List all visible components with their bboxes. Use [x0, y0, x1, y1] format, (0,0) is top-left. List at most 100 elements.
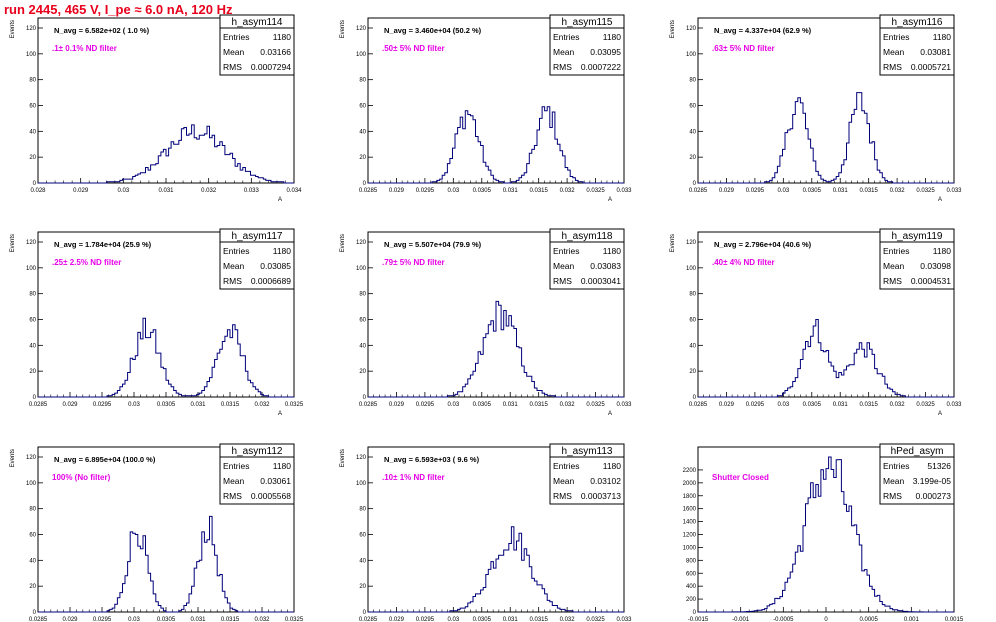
x-tick-label: 0.0325	[285, 402, 304, 408]
x-tick-label: 0.0305	[803, 402, 822, 408]
y-tick-label: 60	[359, 104, 366, 110]
x-tick-label: 0.0315	[529, 617, 548, 622]
x-tick-label: 0.033	[946, 188, 962, 194]
histogram-panel-h_asym114: 0.028 0.029 0.03 0.031 0.032 0.033 0.034 0 20 40 6…	[10, 14, 302, 203]
stats-key-entries: Entries	[553, 32, 579, 42]
stats-key-mean: Mean	[553, 476, 575, 486]
navg-label: N_avg = 6.593e+03 ( 9.6 %)	[384, 455, 480, 464]
y-tick-label: 40	[359, 558, 366, 564]
x-tick-label: 0.0295	[746, 188, 765, 194]
x-axis-title: A	[608, 411, 612, 417]
filter-label: .10± 1% ND filter	[382, 473, 445, 482]
x-tick-label: 0.0285	[29, 617, 48, 622]
x-tick-label: 0.0005	[859, 617, 878, 622]
stats-value-rms: 0.0003041	[581, 276, 621, 286]
y-tick-label: 120	[686, 240, 697, 246]
stats-title: h_asym114	[232, 17, 283, 28]
x-tick-label: 0.029	[389, 402, 405, 408]
y-tick-label: 120	[686, 26, 697, 32]
x-tick-label: 0.0315	[859, 188, 878, 194]
y-tick-label: 0	[33, 395, 37, 401]
histogram-panel-h_asym119: 0.0285 0.029 0.0295 0.03 0.0305 0.031 0.0315 0.…	[670, 228, 962, 417]
y-tick-label: 0	[363, 610, 367, 616]
filter-label: Shutter Closed	[712, 473, 769, 482]
stats-key-entries: Entries	[883, 461, 909, 471]
x-tick-label: 0.0325	[586, 402, 605, 408]
stats-key-entries: Entries	[223, 32, 249, 42]
stats-value-rms: 0.0003713	[581, 491, 621, 501]
histogram-series	[38, 317, 294, 398]
x-tick-label: 0.032	[254, 617, 270, 622]
y-tick-label: 1200	[683, 533, 697, 539]
stats-title: h_asym117	[232, 231, 283, 242]
stats-key-mean: Mean	[883, 47, 905, 57]
stats-title: hPed_asym	[891, 446, 944, 457]
stats-value-mean: 0.03166	[260, 47, 291, 57]
stats-key-rms: RMS	[223, 62, 242, 72]
stats-value-entries: 1180	[273, 461, 292, 471]
stats-title: h_asym112	[232, 446, 283, 457]
y-tick-label: 80	[689, 78, 696, 84]
stats-value-entries: 1180	[273, 246, 292, 256]
y-tick-label: 100	[26, 266, 37, 272]
y-axis-title: Events	[340, 20, 346, 38]
navg-label: N_avg = 3.460e+04 (50.2 %)	[384, 26, 482, 35]
x-tick-label: 0.032	[890, 188, 906, 194]
x-tick-label: 0.031	[503, 402, 519, 408]
stats-value-mean: 3.199e-05	[913, 476, 952, 486]
y-tick-label: 20	[359, 369, 366, 375]
x-tick-label: 0.034	[286, 188, 302, 194]
navg-label: N_avg = 4.337e+04 (62.9 %)	[714, 26, 812, 35]
navg-label: N_avg = 6.582e+02 ( 1.0 %)	[54, 26, 150, 35]
x-axis-title: A	[938, 411, 942, 417]
stats-value-entries: 1180	[933, 32, 952, 42]
x-tick-label: 0.0295	[416, 188, 435, 194]
y-tick-label: 80	[359, 78, 366, 84]
histogram-panel-h_asym115: 0.0285 0.029 0.0295 0.03 0.0305 0.031 0.0315 0.…	[340, 14, 632, 203]
x-tick-label: 0.0285	[359, 402, 378, 408]
x-tick-label: -0.001	[732, 617, 750, 622]
y-tick-label: 120	[356, 240, 367, 246]
stats-key-entries: Entries	[223, 461, 249, 471]
stats-key-entries: Entries	[553, 246, 579, 256]
x-axis-title: A	[608, 197, 612, 203]
stats-key-rms: RMS	[553, 62, 572, 72]
y-tick-label: 40	[359, 129, 366, 135]
x-tick-label: 0.0285	[689, 402, 708, 408]
stats-value-rms: 0.0005568	[251, 491, 291, 501]
y-axis-title: Events	[340, 234, 346, 252]
histogram-panel-h_asym113: 0.0285 0.029 0.0295 0.03 0.0305 0.031 0.0315 0.…	[340, 443, 632, 622]
y-tick-label: 120	[356, 26, 367, 32]
stats-title: h_asym113	[562, 446, 613, 457]
x-tick-label: 0.03	[447, 188, 459, 194]
x-tick-label: 0.0015	[945, 617, 964, 622]
stats-value-rms: 0.0007294	[251, 62, 291, 72]
y-tick-label: 60	[29, 318, 36, 324]
histogram-series	[38, 515, 294, 613]
stats-value-mean: 0.03095	[590, 47, 621, 57]
stats-value-mean: 0.03098	[920, 261, 951, 271]
stats-key-mean: Mean	[553, 261, 575, 271]
y-tick-label: 60	[29, 533, 36, 539]
stats-value-rms: 0.0004531	[911, 276, 951, 286]
y-tick-label: 200	[686, 597, 697, 603]
stats-value-entries: 1180	[603, 246, 622, 256]
x-tick-label: 0.031	[190, 617, 206, 622]
y-tick-label: 60	[359, 533, 366, 539]
y-axis-title: Events	[670, 234, 676, 252]
stats-box	[219, 443, 295, 505]
x-tick-label: 0.03	[777, 188, 789, 194]
y-axis-title: Events	[10, 234, 16, 252]
stats-value-mean: 0.03102	[590, 476, 621, 486]
navg-label: N_avg = 6.895e+04 (100.0 %)	[54, 455, 156, 464]
y-tick-label: 60	[359, 318, 366, 324]
y-tick-label: 2200	[683, 468, 697, 474]
filter-label: .40± 4% ND filter	[712, 258, 775, 267]
histogram-series	[38, 124, 294, 184]
y-tick-label: 0	[693, 610, 697, 616]
y-tick-label: 40	[29, 343, 36, 349]
x-tick-label: -0.0015	[688, 617, 709, 622]
stats-key-rms: RMS	[883, 276, 902, 286]
x-tick-label: 0.033	[616, 188, 632, 194]
stats-key-rms: RMS	[553, 491, 572, 501]
